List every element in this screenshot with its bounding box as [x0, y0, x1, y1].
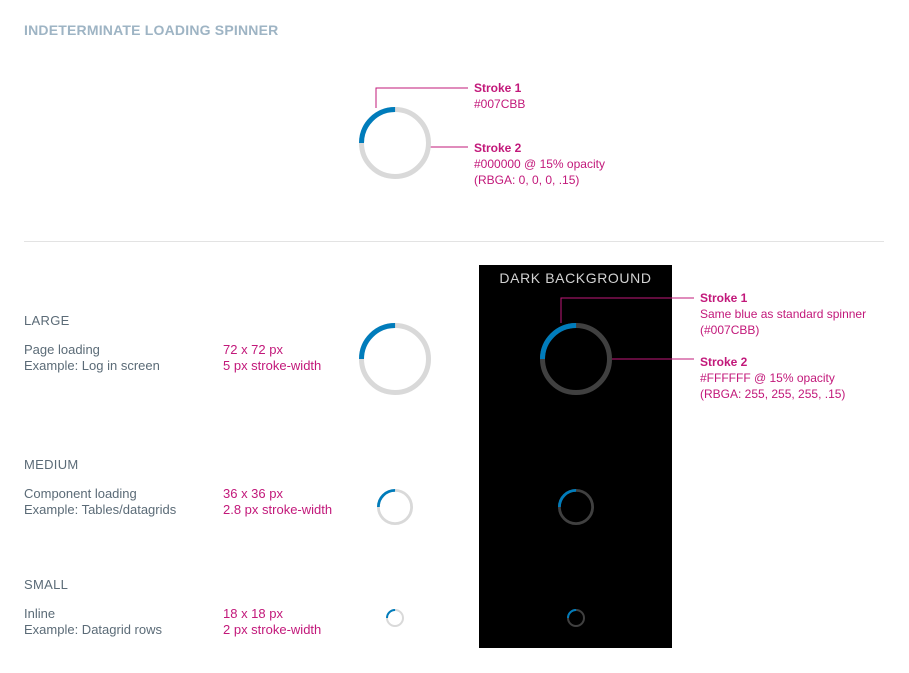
large-spec-size: 72 x 72 px [223, 342, 283, 357]
dark-background-title: DARK BACKGROUND [499, 270, 652, 286]
spinner-arc [359, 323, 431, 395]
spinner-medium-dark [557, 488, 595, 526]
spinner-arc [557, 489, 594, 526]
spinner-top-light [359, 107, 431, 179]
small-spec: 18 x 18 px 2 px stroke-width [223, 606, 321, 638]
large-spec: 72 x 72 px 5 px stroke-width [223, 342, 321, 374]
top-stroke1-color: #007CBB [474, 97, 526, 111]
page-title: INDETERMINATE LOADING SPINNER [24, 22, 279, 38]
leader-lines [375, 87, 694, 360]
spinner-arc [386, 609, 404, 627]
small-spec-size: 18 x 18 px [223, 606, 283, 621]
small-description: Inline Example: Datagrid rows [24, 606, 162, 638]
spinner-large-light [359, 323, 431, 395]
large-description: Page loading Example: Log in screen [24, 342, 160, 374]
large-spec-stroke: 5 px stroke-width [223, 358, 322, 373]
small-desc-line2: Example: Datagrid rows [24, 622, 162, 637]
spinner-medium-light [376, 488, 414, 526]
spinner-large-dark [540, 323, 612, 395]
top-stroke2-color: #000000 @ 15% opacity [474, 157, 605, 171]
small-heading: SMALL [24, 577, 69, 592]
medium-spec-stroke: 2.8 px stroke-width [223, 502, 333, 517]
dark-stroke2-title: Stroke 2 [700, 355, 748, 369]
dark-stroke2-color: #FFFFFF @ 15% opacity [700, 371, 835, 385]
small-spec-stroke: 2 px stroke-width [223, 622, 322, 637]
section-divider [24, 241, 884, 242]
spinner-arc [540, 323, 612, 395]
dark-stroke1-color: (#007CBB) [700, 323, 760, 337]
dark-background-panel [479, 265, 672, 648]
dark-stroke1-leader [560, 297, 694, 323]
dark-stroke2-rgba: (RBGA: 255, 255, 255, .15) [700, 387, 846, 401]
spinner-small-light [386, 609, 404, 627]
large-desc-line1: Page loading [24, 342, 100, 357]
top-stroke2-title: Stroke 2 [474, 141, 522, 155]
top-stroke2-rgba: (RBGA: 0, 0, 0, .15) [474, 173, 580, 187]
medium-desc-line2: Example: Tables/datagrids [24, 502, 177, 517]
top-stroke1-title: Stroke 1 [474, 81, 522, 95]
medium-desc-line1: Component loading [24, 486, 137, 501]
small-desc-line1: Inline [24, 606, 56, 621]
dark-stroke1-title: Stroke 1 [700, 291, 748, 305]
spinner-small-dark [567, 609, 585, 627]
medium-description: Component loading Example: Tables/datagr… [24, 486, 176, 518]
spinner-arc [377, 489, 414, 526]
spinner-arc [567, 609, 585, 627]
medium-spec-size: 36 x 36 px [223, 486, 283, 501]
top-stroke1-leader [375, 87, 468, 108]
dark-stroke1-desc: Same blue as standard spinner [700, 307, 867, 321]
large-desc-line2: Example: Log in screen [24, 358, 160, 373]
large-heading: LARGE [24, 313, 70, 328]
medium-spec: 36 x 36 px 2.8 px stroke-width [223, 486, 332, 518]
spinner-arc [359, 107, 431, 179]
medium-heading: MEDIUM [24, 457, 79, 472]
